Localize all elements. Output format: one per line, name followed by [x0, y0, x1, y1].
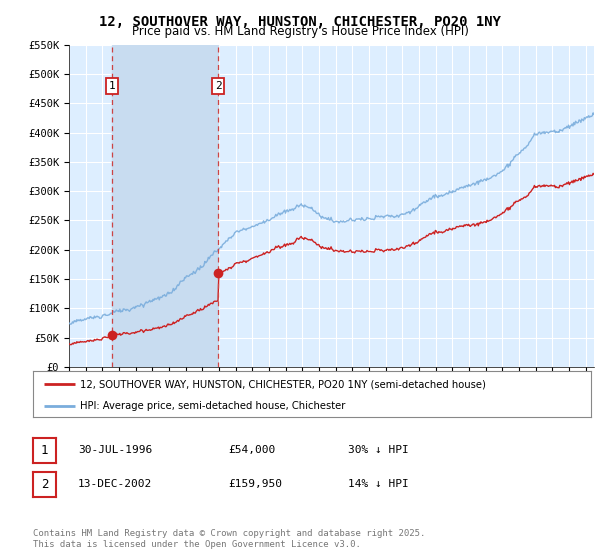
Bar: [112, 45, 218, 367]
Text: 30% ↓ HPI: 30% ↓ HPI: [348, 445, 409, 455]
Text: HPI: Average price, semi-detached house, Chichester: HPI: Average price, semi-detached house,…: [80, 401, 346, 410]
Text: Price paid vs. HM Land Registry's House Price Index (HPI): Price paid vs. HM Land Registry's House …: [131, 25, 469, 38]
Text: 2: 2: [215, 81, 222, 91]
Text: 14% ↓ HPI: 14% ↓ HPI: [348, 479, 409, 489]
Text: 12, SOUTHOVER WAY, HUNSTON, CHICHESTER, PO20 1NY (semi-detached house): 12, SOUTHOVER WAY, HUNSTON, CHICHESTER, …: [80, 379, 487, 389]
Text: £54,000: £54,000: [228, 445, 275, 455]
Text: 13-DEC-2002: 13-DEC-2002: [78, 479, 152, 489]
Text: Contains HM Land Registry data © Crown copyright and database right 2025.
This d: Contains HM Land Registry data © Crown c…: [33, 529, 425, 549]
Text: 2: 2: [41, 478, 48, 491]
Text: 30-JUL-1996: 30-JUL-1996: [78, 445, 152, 455]
Text: £159,950: £159,950: [228, 479, 282, 489]
Text: 1: 1: [109, 81, 115, 91]
Text: 1: 1: [41, 444, 48, 457]
Text: 12, SOUTHOVER WAY, HUNSTON, CHICHESTER, PO20 1NY: 12, SOUTHOVER WAY, HUNSTON, CHICHESTER, …: [99, 15, 501, 29]
